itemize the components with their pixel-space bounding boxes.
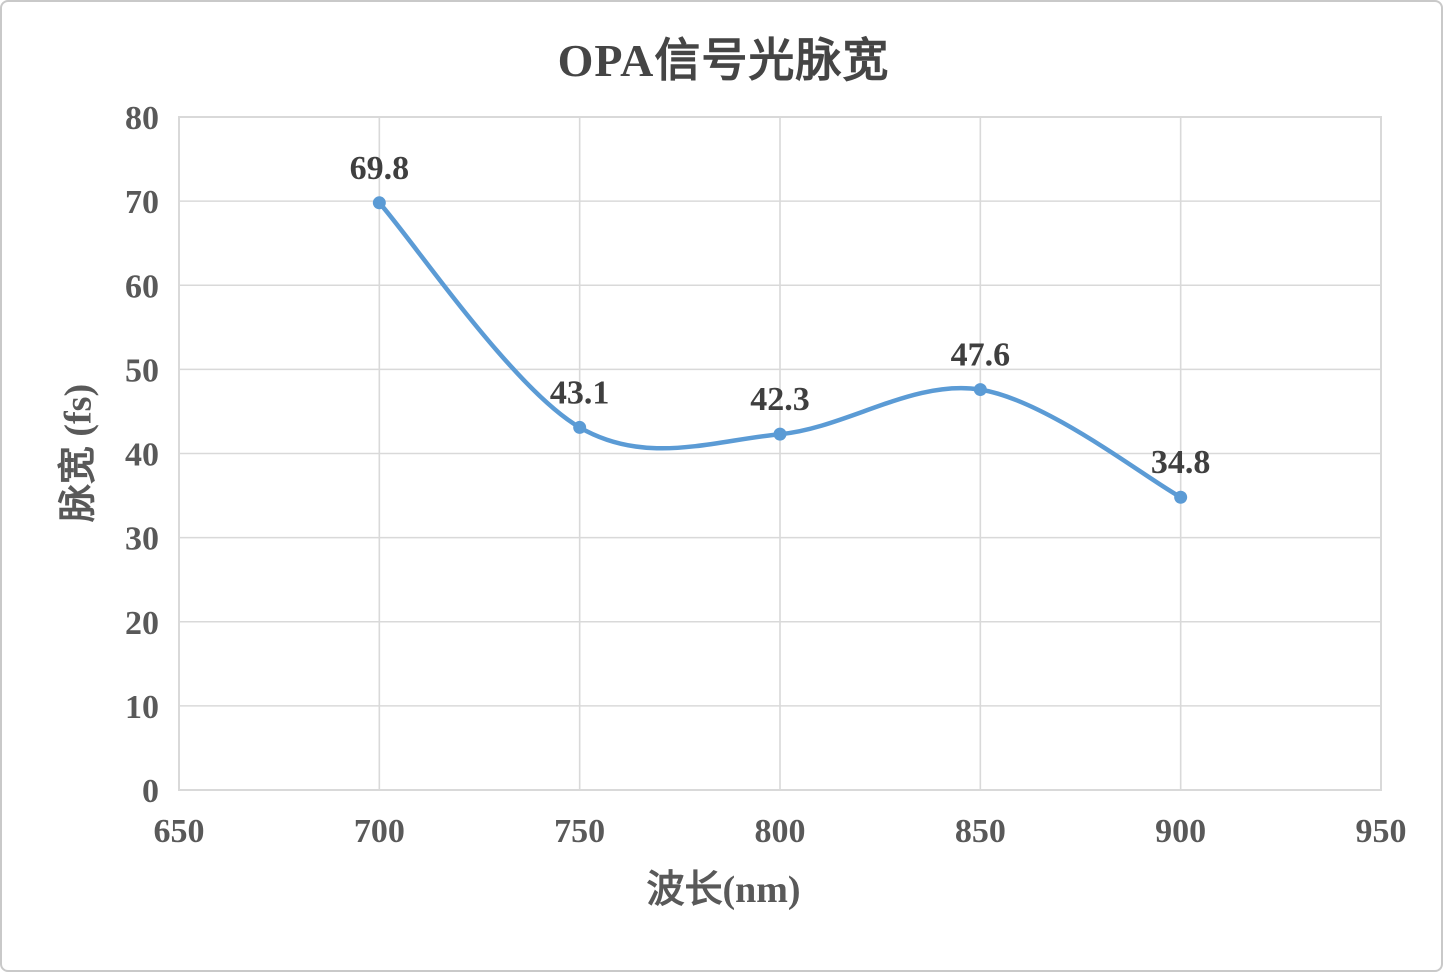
data-label: 69.8 <box>350 150 410 187</box>
x-tick-label: 650 <box>154 813 205 850</box>
y-tick-label: 70 <box>125 184 159 221</box>
data-point-marker <box>573 420 587 434</box>
y-tick-label: 60 <box>125 268 159 305</box>
chart-title: OPA信号光脉宽 <box>557 35 890 86</box>
data-point-marker <box>1174 490 1188 504</box>
y-tick-label: 80 <box>125 100 159 137</box>
x-axis-title: 波长(nm) <box>646 869 801 911</box>
data-point-marker <box>973 383 987 397</box>
y-tick-label: 50 <box>125 352 159 389</box>
x-tick-label: 750 <box>554 813 605 850</box>
data-point-marker <box>773 427 787 441</box>
data-point-marker <box>372 196 386 210</box>
y-tick-label: 30 <box>125 521 159 558</box>
x-tick-label: 950 <box>1356 813 1407 850</box>
x-tick-label: 900 <box>1155 813 1206 850</box>
data-label: 42.3 <box>750 381 810 418</box>
x-tick-label: 700 <box>354 813 405 850</box>
y-tick-label: 20 <box>125 605 159 642</box>
x-tick-label: 800 <box>755 813 806 850</box>
data-label: 34.8 <box>1151 444 1211 481</box>
y-tick-label: 10 <box>125 689 159 726</box>
x-tick-label: 850 <box>955 813 1006 850</box>
y-tick-label: 40 <box>125 437 159 474</box>
data-label: 47.6 <box>951 337 1011 374</box>
plot-border <box>178 116 1382 791</box>
y-tick-label: 0 <box>142 773 159 810</box>
data-label: 43.1 <box>550 374 610 411</box>
